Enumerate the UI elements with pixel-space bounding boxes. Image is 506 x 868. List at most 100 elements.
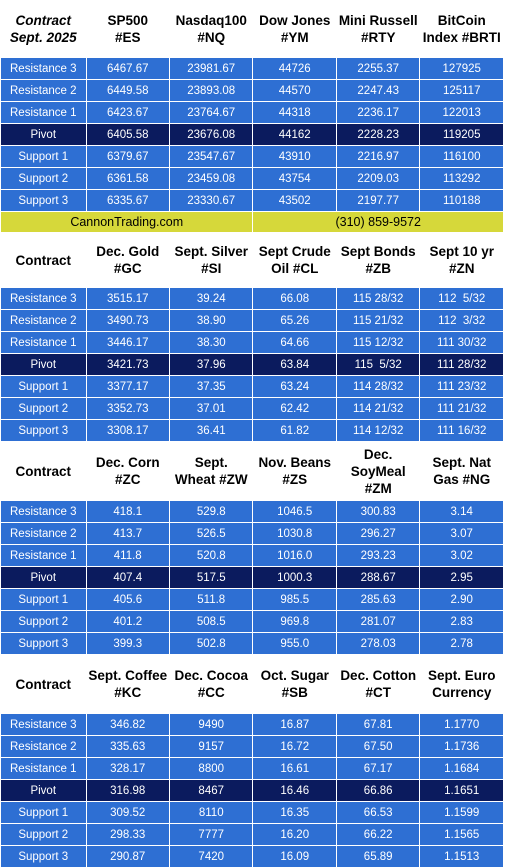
level-value-cell[interactable]: 16.46 [252, 779, 337, 802]
level-value-cell[interactable]: 1030.8 [252, 522, 337, 545]
level-value-cell[interactable]: 127925 [419, 57, 504, 80]
level-label-cell[interactable]: Pivot [0, 566, 87, 589]
level-label-cell[interactable]: Support 3 [0, 189, 87, 212]
level-value-cell[interactable]: 328.17 [85, 757, 170, 780]
level-label-cell[interactable]: Support 3 [0, 419, 87, 442]
level-value-cell[interactable]: 6467.67 [85, 57, 170, 80]
level-value-cell[interactable]: 1.1599 [419, 801, 504, 824]
level-value-cell[interactable]: 43910 [252, 145, 337, 168]
level-value-cell[interactable]: 955.0 [252, 632, 337, 655]
level-value-cell[interactable]: 16.72 [252, 735, 337, 758]
level-value-cell[interactable]: 418.1 [85, 500, 170, 523]
level-label-cell[interactable]: Resistance 2 [0, 735, 87, 758]
level-value-cell[interactable]: 3.07 [419, 522, 504, 545]
level-value-cell[interactable]: 67.50 [335, 735, 421, 758]
level-value-cell[interactable]: 2197.77 [335, 189, 421, 212]
level-value-cell[interactable]: 125117 [419, 79, 504, 102]
level-label-cell[interactable]: Resistance 1 [0, 331, 87, 354]
level-value-cell[interactable]: 111 23/32 [419, 375, 504, 398]
level-value-cell[interactable]: 23893.08 [168, 79, 254, 102]
level-value-cell[interactable]: 16.35 [252, 801, 337, 824]
level-value-cell[interactable]: 36.41 [168, 419, 254, 442]
level-value-cell[interactable]: 64.66 [252, 331, 337, 354]
level-value-cell[interactable]: 67.81 [335, 713, 421, 736]
level-value-cell[interactable]: 62.42 [252, 397, 337, 420]
level-label-cell[interactable]: Pivot [0, 353, 87, 376]
level-value-cell[interactable]: 115 21/32 [335, 309, 421, 332]
level-value-cell[interactable]: 23459.08 [168, 167, 254, 190]
level-value-cell[interactable]: 3308.17 [85, 419, 170, 442]
level-label-cell[interactable]: Support 2 [0, 610, 87, 633]
level-value-cell[interactable]: 38.90 [168, 309, 254, 332]
level-value-cell[interactable]: 335.63 [85, 735, 170, 758]
level-value-cell[interactable]: 44318 [252, 101, 337, 124]
level-label-cell[interactable]: Support 1 [0, 375, 87, 398]
level-label-cell[interactable]: Support 1 [0, 801, 87, 824]
level-value-cell[interactable]: 66.53 [335, 801, 421, 824]
level-value-cell[interactable]: 285.63 [335, 588, 421, 611]
level-value-cell[interactable]: 316.98 [85, 779, 170, 802]
level-value-cell[interactable]: 23330.67 [168, 189, 254, 212]
instrument-header-cell[interactable]: Dec. Corn #ZC [85, 441, 170, 501]
level-value-cell[interactable]: 115 12/32 [335, 331, 421, 354]
level-value-cell[interactable]: 300.83 [335, 500, 421, 523]
level-value-cell[interactable]: 2.90 [419, 588, 504, 611]
level-value-cell[interactable]: 1046.5 [252, 500, 337, 523]
level-value-cell[interactable]: 115 28/32 [335, 287, 421, 310]
instrument-header-cell[interactable]: Nasdaq100 #NQ [168, 0, 254, 58]
level-value-cell[interactable]: 502.8 [168, 632, 254, 655]
level-value-cell[interactable]: 44162 [252, 123, 337, 146]
contract-header-cell[interactable]: Contract [0, 654, 87, 714]
level-value-cell[interactable]: 411.8 [85, 544, 170, 567]
level-label-cell[interactable]: Resistance 3 [0, 500, 87, 523]
level-value-cell[interactable]: 2216.97 [335, 145, 421, 168]
level-value-cell[interactable]: 2247.43 [335, 79, 421, 102]
level-value-cell[interactable]: 508.5 [168, 610, 254, 633]
level-value-cell[interactable]: 44726 [252, 57, 337, 80]
level-value-cell[interactable]: 1.1736 [419, 735, 504, 758]
level-value-cell[interactable]: 65.26 [252, 309, 337, 332]
level-value-cell[interactable]: 520.8 [168, 544, 254, 567]
contract-header-cell[interactable]: Contract [0, 232, 87, 288]
instrument-header-cell[interactable]: Nov. Beans #ZS [252, 441, 337, 501]
level-label-cell[interactable]: Resistance 1 [0, 101, 87, 124]
level-label-cell[interactable]: Pivot [0, 779, 87, 802]
level-value-cell[interactable]: 112 5/32 [419, 287, 504, 310]
level-label-cell[interactable]: Support 2 [0, 397, 87, 420]
instrument-header-cell[interactable]: Sept. Wheat #ZW [168, 441, 254, 501]
level-value-cell[interactable]: 111 30/32 [419, 331, 504, 354]
level-value-cell[interactable]: 6423.67 [85, 101, 170, 124]
level-value-cell[interactable]: 67.17 [335, 757, 421, 780]
level-value-cell[interactable]: 115 5/32 [335, 353, 421, 376]
level-value-cell[interactable]: 9157 [168, 735, 254, 758]
level-value-cell[interactable]: 529.8 [168, 500, 254, 523]
level-value-cell[interactable]: 2228.23 [335, 123, 421, 146]
level-value-cell[interactable]: 1.1565 [419, 823, 504, 846]
instrument-header-cell[interactable]: Dec. Gold #GC [85, 232, 170, 288]
instrument-header-cell[interactable]: Mini Russell #RTY [335, 0, 421, 58]
level-value-cell[interactable]: 112 3/32 [419, 309, 504, 332]
level-value-cell[interactable]: 517.5 [168, 566, 254, 589]
level-value-cell[interactable]: 66.86 [335, 779, 421, 802]
level-value-cell[interactable]: 3.02 [419, 544, 504, 567]
level-label-cell[interactable]: Resistance 3 [0, 713, 87, 736]
level-label-cell[interactable]: Support 2 [0, 167, 87, 190]
level-value-cell[interactable]: 66.22 [335, 823, 421, 846]
level-value-cell[interactable]: 23676.08 [168, 123, 254, 146]
level-value-cell[interactable]: 113292 [419, 167, 504, 190]
level-value-cell[interactable]: 296.27 [335, 522, 421, 545]
level-value-cell[interactable]: 6449.58 [85, 79, 170, 102]
level-label-cell[interactable]: Support 1 [0, 145, 87, 168]
level-value-cell[interactable]: 39.24 [168, 287, 254, 310]
level-value-cell[interactable]: 969.8 [252, 610, 337, 633]
level-value-cell[interactable]: 1.1651 [419, 779, 504, 802]
level-label-cell[interactable]: Resistance 2 [0, 522, 87, 545]
level-value-cell[interactable]: 44570 [252, 79, 337, 102]
level-value-cell[interactable]: 61.82 [252, 419, 337, 442]
level-value-cell[interactable]: 6405.58 [85, 123, 170, 146]
level-value-cell[interactable]: 413.7 [85, 522, 170, 545]
level-value-cell[interactable]: 111 28/32 [419, 353, 504, 376]
level-value-cell[interactable]: 2209.03 [335, 167, 421, 190]
level-value-cell[interactable]: 3490.73 [85, 309, 170, 332]
level-value-cell[interactable]: 116100 [419, 145, 504, 168]
